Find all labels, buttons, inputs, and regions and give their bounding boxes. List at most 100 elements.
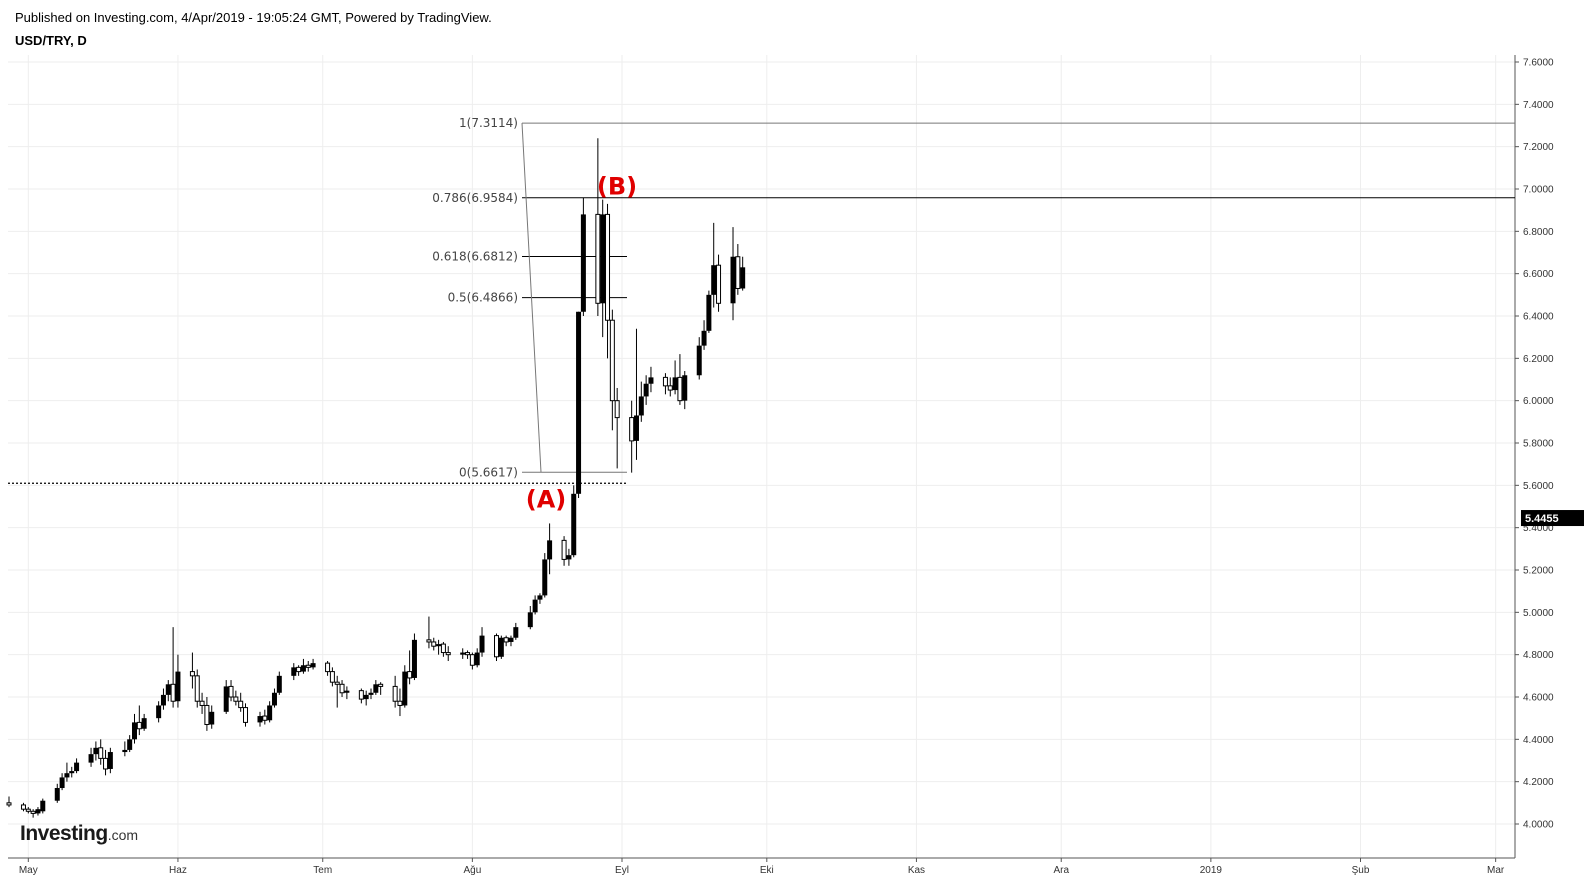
candle xyxy=(238,692,244,712)
candle-body-up xyxy=(160,694,166,706)
fib-level-label: 0.786(6.9584) xyxy=(432,191,518,205)
candle-body-up xyxy=(107,752,113,769)
candle xyxy=(436,639,442,655)
x-tick-label: Ağu xyxy=(463,865,481,876)
candle xyxy=(122,741,128,757)
candle-body-up xyxy=(276,675,282,693)
candle-body-down xyxy=(561,539,567,560)
fib-level-label: 0.618(6.6812) xyxy=(432,249,518,263)
candle-body-down xyxy=(325,662,331,673)
candle-body-down xyxy=(243,707,249,723)
candle xyxy=(59,773,65,791)
y-tick-label: 5.6000 xyxy=(1523,481,1554,492)
candle xyxy=(740,256,746,291)
candle xyxy=(358,688,364,704)
candle xyxy=(243,703,249,727)
candle-body-up xyxy=(64,773,70,778)
candle xyxy=(310,658,316,670)
candle xyxy=(40,798,46,814)
candle xyxy=(194,669,200,708)
candle xyxy=(494,633,500,662)
current-price-tag: 5.4455 xyxy=(1521,510,1584,527)
candle-body-up xyxy=(436,644,442,647)
candle-body-up xyxy=(131,722,137,740)
candle xyxy=(595,138,601,316)
candle xyxy=(479,627,485,657)
candle xyxy=(508,635,514,647)
candle-body-down xyxy=(392,685,398,702)
candle-body-down xyxy=(503,637,509,643)
candlesticks xyxy=(6,138,746,818)
candle-body-up xyxy=(696,345,702,376)
candle-body-down xyxy=(25,808,31,812)
axes: 7.6000 7.4000 7.2000 7.0000 6.8000 6.6000 6.40… xyxy=(8,55,1554,876)
candle xyxy=(305,661,311,672)
candle-body-down xyxy=(296,666,302,673)
logo-brand: Investing xyxy=(20,822,108,845)
wave-labels: (A) (B) xyxy=(526,173,637,514)
candle xyxy=(701,320,707,350)
candle xyxy=(662,373,668,395)
wave-label: (A) xyxy=(526,485,567,513)
candle-body-up xyxy=(706,294,712,331)
candle-body-down xyxy=(199,700,205,706)
candle xyxy=(267,701,273,723)
candle xyxy=(25,807,31,814)
candle-body-down xyxy=(103,757,109,770)
y-tick-label: 7.2000 xyxy=(1523,142,1554,153)
candle-body-up xyxy=(508,637,514,642)
candle-body-up xyxy=(498,637,504,657)
candle xyxy=(339,680,345,697)
candle xyxy=(696,337,702,380)
candle-body-down xyxy=(334,681,340,685)
candle-body-up xyxy=(69,771,75,774)
candle-body-down xyxy=(30,810,36,814)
candle xyxy=(156,701,162,723)
candle xyxy=(69,766,75,778)
candle-body-up xyxy=(600,214,606,304)
y-tick-label: 7.0000 xyxy=(1523,185,1554,196)
candle-body-up xyxy=(368,692,374,695)
fib-trend-line xyxy=(521,123,542,473)
candle-body-down xyxy=(233,696,239,702)
candle xyxy=(257,711,263,727)
y-tick-label: 5.8000 xyxy=(1523,439,1554,450)
price-tag-label: 5.4455 xyxy=(1525,513,1559,525)
candle xyxy=(107,747,113,774)
candle-body-down xyxy=(431,641,437,647)
candle xyxy=(64,762,70,782)
candle xyxy=(131,713,137,744)
candle xyxy=(223,680,229,714)
candle xyxy=(532,595,538,615)
candle-body-up xyxy=(223,686,229,712)
candle-body-up xyxy=(730,256,736,304)
x-tick-label: May xyxy=(19,865,38,876)
candle xyxy=(431,637,437,651)
candle-body-down xyxy=(735,256,741,289)
candle xyxy=(643,375,649,405)
candle xyxy=(648,366,654,393)
y-tick-label: 5.4000 xyxy=(1523,523,1554,534)
candle xyxy=(440,641,446,657)
candle xyxy=(233,690,239,706)
candle xyxy=(74,758,80,774)
candle-body-down xyxy=(136,721,142,730)
candle xyxy=(141,713,147,731)
candle-body-down xyxy=(716,264,722,304)
candle xyxy=(561,536,567,566)
candle xyxy=(20,802,26,812)
x-tick-label: 2019 xyxy=(1200,865,1223,876)
candle-body-up xyxy=(344,690,350,693)
candle-body-up xyxy=(701,330,707,346)
candle xyxy=(127,735,133,753)
wave-label: (B) xyxy=(597,173,637,201)
candle-body-up xyxy=(566,555,572,560)
candle-body-down xyxy=(667,385,673,391)
candle-body-down xyxy=(469,654,475,666)
fib-level-label: 0.5(6.4866) xyxy=(448,291,518,305)
candle-body-up xyxy=(479,635,485,653)
candle-body-up xyxy=(141,718,147,729)
candle xyxy=(474,648,480,668)
candle-body-up xyxy=(740,267,746,289)
candle xyxy=(363,690,369,706)
